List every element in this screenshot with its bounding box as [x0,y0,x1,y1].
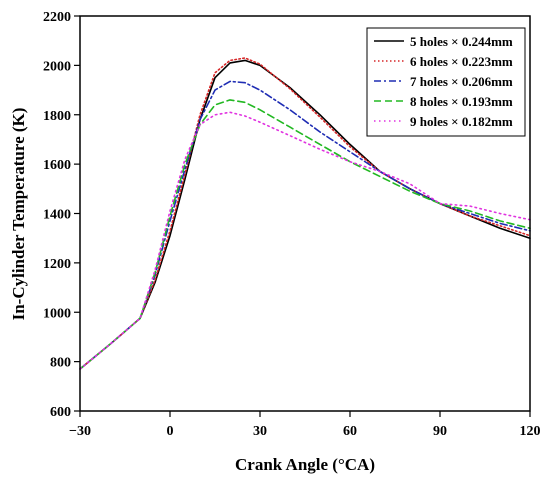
x-tick-label: 90 [433,424,447,439]
x-tick-label: −30 [69,424,91,439]
legend-item-label: 9 holes × 0.182mm [410,114,513,129]
x-tick-label: 30 [253,424,267,439]
y-tick-label: 1000 [43,306,71,321]
legend-item-label: 6 holes × 0.223mm [410,54,513,69]
x-axis-title: Crank Angle (°CA) [235,455,375,474]
y-tick-label: 2000 [43,59,71,74]
y-axis-title: In-Cylinder Temperature (K) [9,108,28,321]
legend-item-label: 7 holes × 0.206mm [410,74,513,89]
x-tick-label: 60 [343,424,357,439]
y-tick-label: 1200 [43,257,71,272]
legend-item-label: 5 holes × 0.244mm [410,34,513,49]
legend: 5 holes × 0.244mm 6 holes × 0.223mm 7 hole… [366,27,526,137]
x-tick-label: 0 [167,424,174,439]
y-tick-label: 1600 [43,158,71,173]
series-line-4 [79,99,531,370]
series-lines [79,57,531,370]
series-line-5 [79,111,531,370]
legend-item-label: 8 holes × 0.193mm [410,94,513,109]
y-tick-label: 800 [50,356,71,371]
y-tick-label: 1400 [43,208,71,223]
x-axis: −30 0 30 60 90 120 [69,411,541,439]
y-axis: 600 800 1000 1200 1400 1600 1800 2000 2200 [43,10,80,420]
y-tick-label: 2200 [43,10,71,25]
y-tick-label: 1800 [43,109,71,124]
x-tick-label: 120 [520,424,541,439]
y-tick-label: 600 [50,405,71,420]
legend-box [366,27,526,137]
